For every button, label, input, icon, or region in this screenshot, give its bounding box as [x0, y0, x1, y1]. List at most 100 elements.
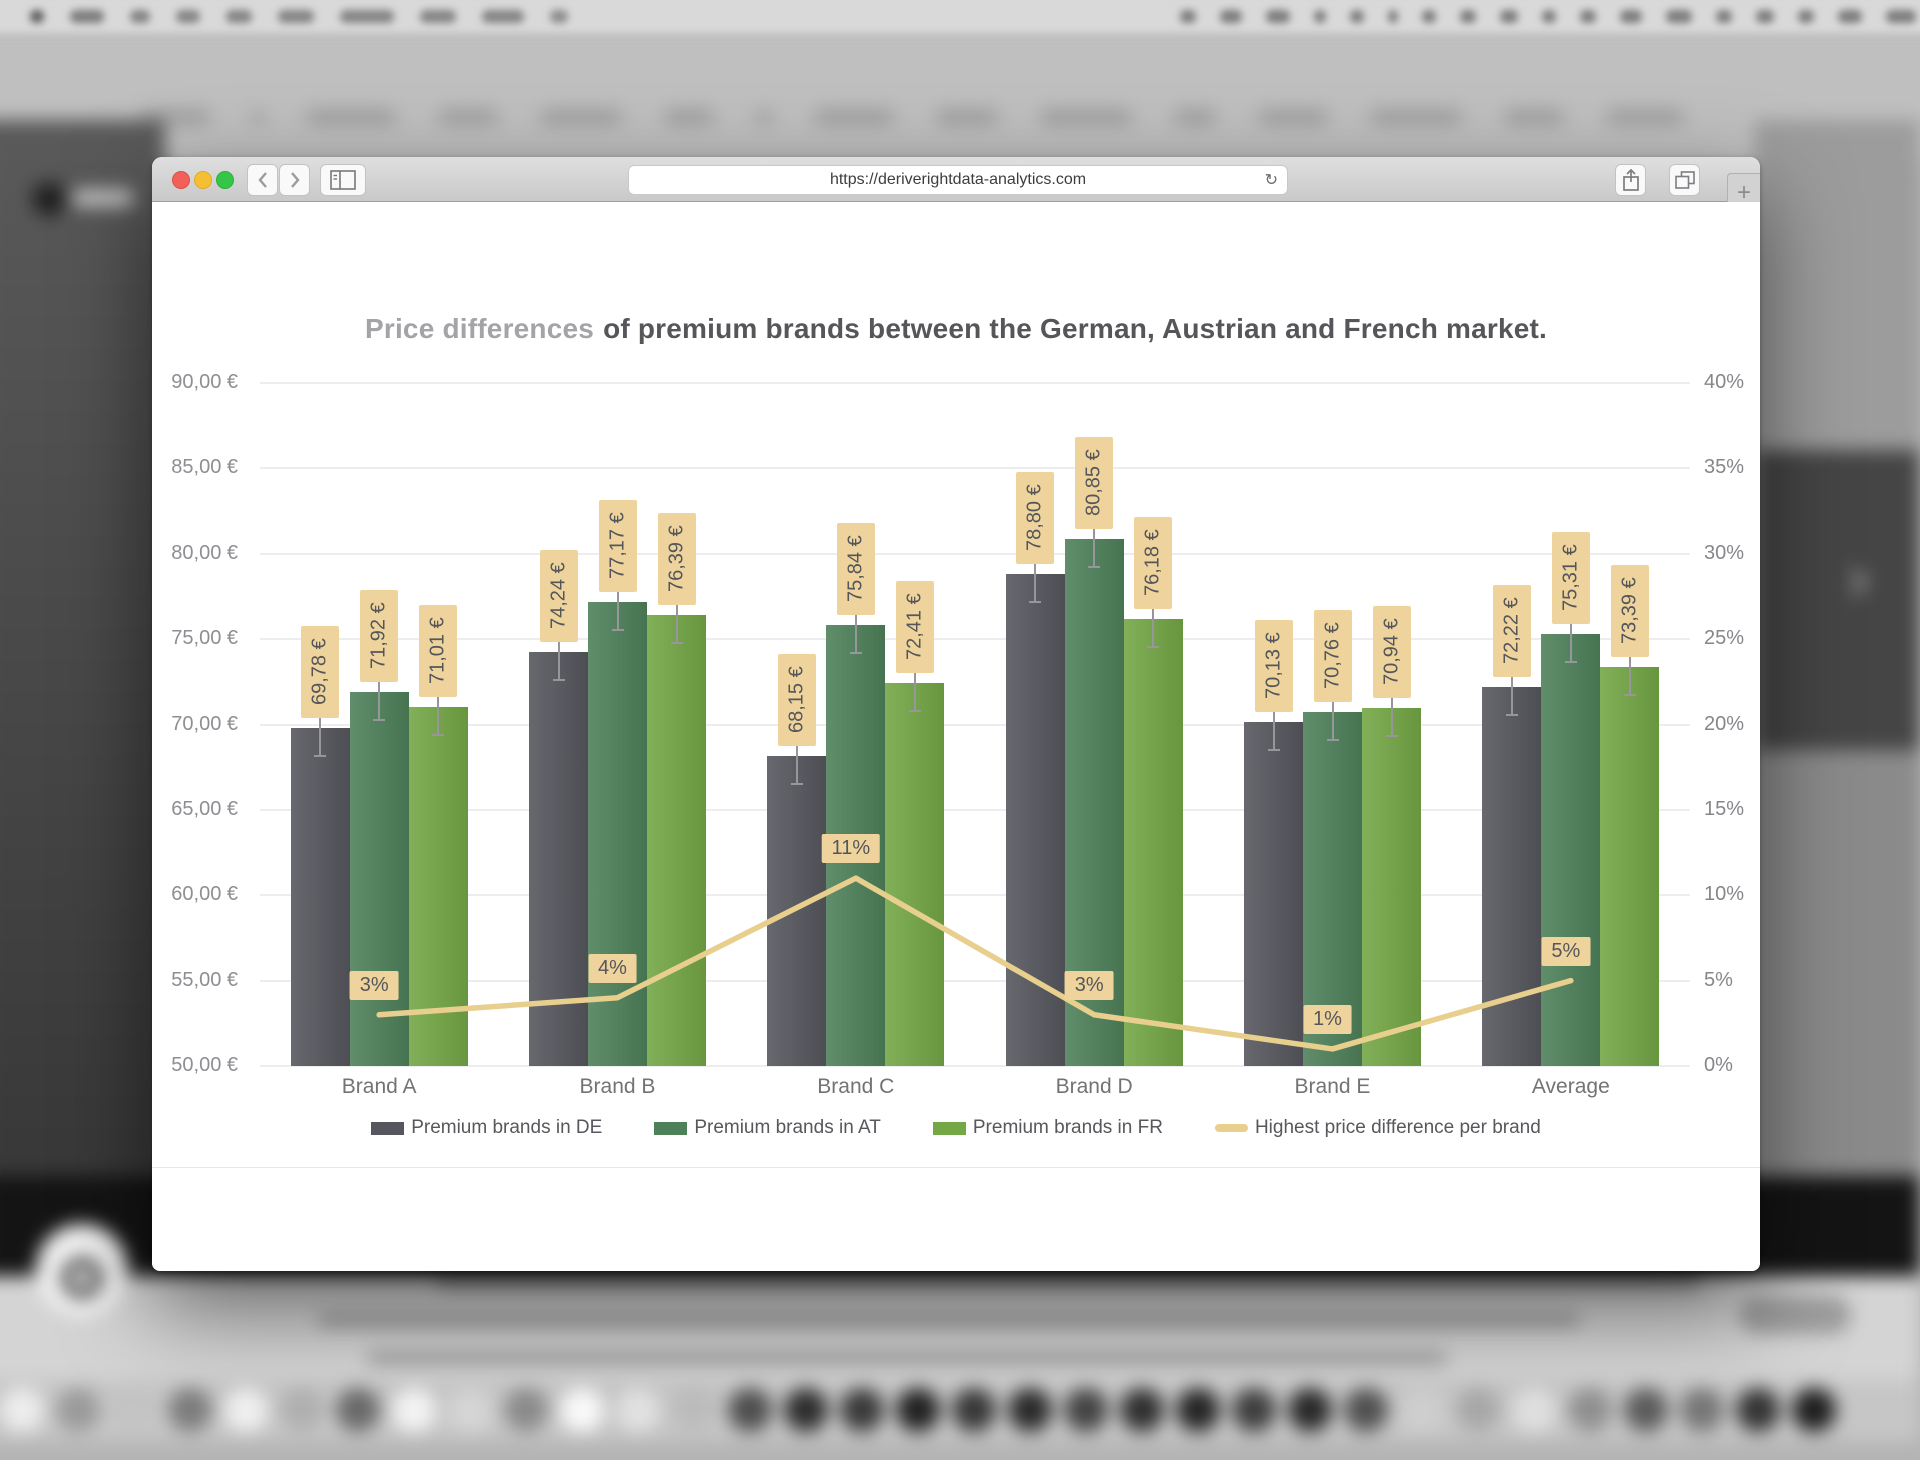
menu-item[interactable]	[70, 10, 104, 23]
dock-icon[interactable]	[1736, 1388, 1780, 1432]
menu-item[interactable]	[482, 10, 524, 23]
dock-icon[interactable]	[1176, 1388, 1220, 1432]
status-icon[interactable]	[1756, 10, 1774, 23]
background-bookmark-item	[252, 110, 264, 124]
dock-icon[interactable]	[392, 1388, 436, 1432]
dock-icon[interactable]	[1400, 1388, 1444, 1432]
background-logo-text	[72, 190, 134, 206]
legend-label-de: Premium brands in DE	[411, 1117, 603, 1138]
dock-icon[interactable]	[672, 1388, 716, 1432]
bar-label-leader	[437, 697, 440, 736]
bar-label-leader	[854, 614, 857, 653]
status-icon[interactable]	[1798, 10, 1814, 23]
dock-icon[interactable]	[840, 1388, 884, 1432]
legend-item-at: Premium brands in AT	[654, 1117, 881, 1139]
dock-icon[interactable]	[1624, 1388, 1668, 1432]
background-bookmark-item	[1504, 110, 1564, 124]
status-icon[interactable]	[1460, 10, 1476, 23]
status-icon[interactable]	[1620, 10, 1642, 23]
dock-icon[interactable]	[56, 1388, 100, 1432]
background-bookmark-item	[140, 110, 210, 124]
y-axis-right-tick: 5%	[1704, 968, 1733, 991]
status-icon[interactable]	[1886, 10, 1916, 23]
dock-icon[interactable]	[1456, 1388, 1500, 1432]
zoom-window-button[interactable]	[216, 171, 234, 189]
menu-bar[interactable]	[0, 0, 1920, 40]
y-axis-left-tick: 50,00 €	[171, 1054, 238, 1076]
dock-icon[interactable]	[784, 1388, 828, 1432]
bar-label-leader-cap	[849, 651, 862, 654]
dock-icon[interactable]	[1792, 1388, 1836, 1432]
dock-icon[interactable]	[616, 1388, 660, 1432]
dock-icon[interactable]	[896, 1388, 940, 1432]
dock-icon[interactable]	[280, 1388, 324, 1432]
status-icon[interactable]	[1180, 10, 1196, 23]
status-icon[interactable]	[1266, 10, 1290, 23]
dock-icon[interactable]	[1288, 1388, 1332, 1432]
menu-item[interactable]	[420, 10, 456, 23]
menu-item[interactable]	[550, 10, 568, 23]
url-text: https://deriverightdata-analytics.com	[829, 171, 1087, 188]
menu-item[interactable]	[340, 10, 394, 23]
status-icon[interactable]	[1838, 10, 1862, 23]
dock-icon[interactable]	[448, 1388, 492, 1432]
sidebar-toggle-button[interactable]	[320, 164, 366, 196]
reload-icon[interactable]: ↻	[1264, 172, 1278, 189]
dock-icon[interactable]	[0, 1388, 44, 1432]
bar-at-average	[1541, 633, 1601, 1066]
close-window-button[interactable]	[172, 171, 190, 189]
bar-value-label: 80,85 €	[1075, 437, 1114, 530]
gridline	[260, 1065, 1690, 1067]
legend-item-de: Premium brands in DE	[371, 1117, 602, 1139]
dock-icon[interactable]	[560, 1388, 604, 1432]
status-icon[interactable]	[1542, 10, 1556, 23]
dock-icon[interactable]	[336, 1388, 380, 1432]
dock-icon[interactable]	[504, 1388, 548, 1432]
status-icon[interactable]	[1314, 10, 1326, 23]
legend-item-line: Highest price difference per brand	[1214, 1117, 1541, 1139]
line-percent-label: 11%	[821, 834, 881, 864]
dock-icon[interactable]	[1232, 1388, 1276, 1432]
status-icon[interactable]	[1350, 10, 1364, 23]
menu-item[interactable]	[176, 10, 200, 23]
tab-overview-button[interactable]	[1669, 164, 1700, 196]
background-wallpaper	[0, 20, 1920, 160]
bar-de-brand-c	[767, 756, 827, 1066]
background-bookmark-item	[306, 110, 396, 124]
legend-swatch-de	[371, 1121, 405, 1135]
status-icon[interactable]	[1716, 10, 1732, 23]
dock-icon[interactable]	[1680, 1388, 1724, 1432]
menu-item[interactable]	[226, 10, 252, 23]
dock-icon[interactable]	[952, 1388, 996, 1432]
status-icon[interactable]	[1580, 10, 1596, 23]
forward-button[interactable]	[279, 164, 310, 196]
address-bar[interactable]: https://deriverightdata-analytics.com ↻	[628, 165, 1288, 195]
menu-item[interactable]	[278, 10, 314, 23]
dock-icon[interactable]	[224, 1388, 268, 1432]
apple-menu-icon[interactable]	[30, 10, 44, 23]
status-icon[interactable]	[1220, 10, 1242, 23]
share-icon	[1622, 168, 1639, 191]
background-bookmark-item	[664, 110, 714, 124]
status-icon[interactable]	[1388, 10, 1398, 23]
bar-label-leader	[913, 673, 916, 712]
share-button[interactable]	[1615, 164, 1646, 196]
dock-icon[interactable]	[728, 1388, 772, 1432]
menu-item[interactable]	[130, 10, 150, 23]
dock-icon[interactable]	[168, 1388, 212, 1432]
dock-icon[interactable]	[1064, 1388, 1108, 1432]
bar-value-label: 68,15 €	[777, 654, 816, 747]
bar-label-leader-cap	[1147, 645, 1160, 648]
bar-value-label: 74,24 €	[539, 550, 578, 643]
dock-icon[interactable]	[112, 1388, 156, 1432]
dock-icon[interactable]	[1568, 1388, 1612, 1432]
dock-icon[interactable]	[1120, 1388, 1164, 1432]
dock-icon[interactable]	[1008, 1388, 1052, 1432]
minimize-window-button[interactable]	[194, 171, 212, 189]
dock-icon[interactable]	[1344, 1388, 1388, 1432]
dock-icon[interactable]	[1512, 1388, 1556, 1432]
status-icon[interactable]	[1422, 10, 1436, 23]
back-button[interactable]	[247, 164, 278, 196]
status-icon[interactable]	[1666, 10, 1692, 23]
status-icon[interactable]	[1500, 10, 1518, 23]
